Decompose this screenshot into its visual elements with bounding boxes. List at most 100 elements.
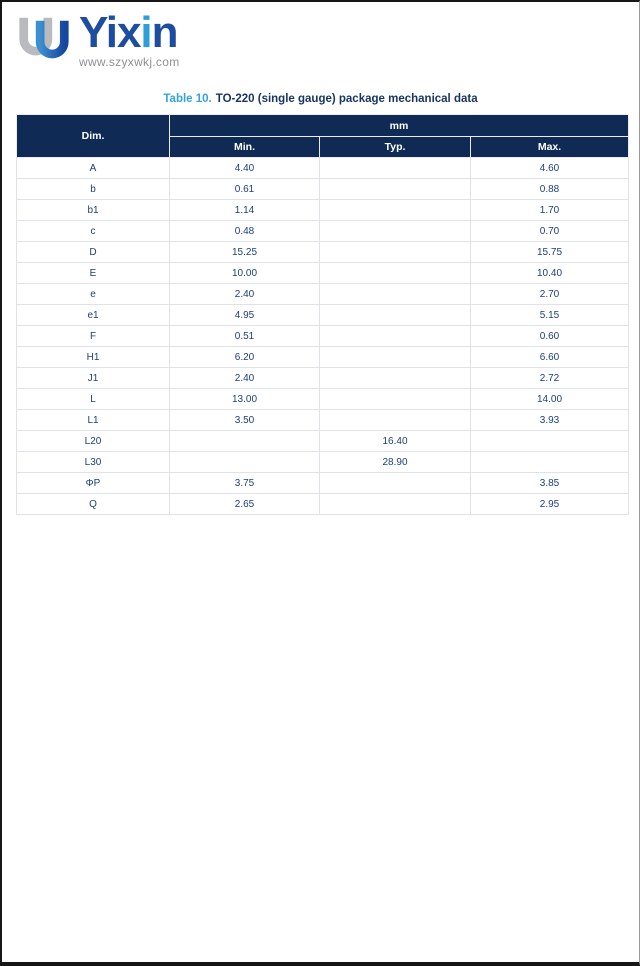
- value-cell: 28.90: [319, 451, 471, 473]
- u-logo-icon: [19, 17, 69, 59]
- table-caption-label: Table 10.: [163, 93, 212, 105]
- table-body: A 4.40 4.60 b 0.61 0.88 b1 1.14 1.70 c 0.48 0.70 D 15…: [16, 157, 629, 515]
- value-cell: 1.70: [470, 199, 629, 221]
- logo-website-url: www.szyxwkj.com: [79, 55, 180, 69]
- dim-cell: L30: [16, 451, 170, 473]
- value-cell: 4.60: [470, 157, 629, 179]
- value-cell: 1.14: [169, 199, 320, 221]
- value-cell: [319, 304, 471, 326]
- value-cell: [319, 493, 471, 515]
- dim-cell: D: [16, 241, 170, 263]
- dim-cell: F: [16, 325, 170, 347]
- dim-cell: ΦP: [16, 472, 170, 494]
- table-row: L1 3.50 3.93: [16, 409, 629, 431]
- value-cell: [319, 283, 471, 305]
- dim-cell: H1: [16, 346, 170, 368]
- value-cell: [319, 241, 471, 263]
- dim-cell: Q: [16, 493, 170, 515]
- value-cell: [319, 346, 471, 368]
- wordmark-part-3: n: [151, 8, 179, 57]
- value-cell: [169, 451, 320, 473]
- table-row: D 15.25 15.75: [16, 241, 629, 263]
- table-row: L30 28.90: [16, 451, 629, 473]
- table-row: b1 1.14 1.70: [16, 199, 629, 221]
- table-row: J1 2.40 2.72: [16, 367, 629, 389]
- value-cell: 10.40: [470, 262, 629, 284]
- value-cell: 2.40: [169, 283, 320, 305]
- table-caption: Table 10. TO-220 (single gauge) package m…: [2, 93, 639, 105]
- value-cell: 5.15: [470, 304, 629, 326]
- company-logo: Yixin www.szyxwkj.com: [16, 10, 180, 70]
- value-cell: 2.70: [470, 283, 629, 305]
- value-cell: 0.48: [169, 220, 320, 242]
- value-cell: 10.00: [169, 262, 320, 284]
- value-cell: 0.61: [169, 178, 320, 200]
- value-cell: 0.51: [169, 325, 320, 347]
- value-cell: 13.00: [169, 388, 320, 410]
- col-header-typ: Typ.: [319, 136, 471, 158]
- logo-text-block: Yixin www.szyxwkj.com: [79, 8, 180, 70]
- dim-cell: A: [16, 157, 170, 179]
- table-row: F 0.51 0.60: [16, 325, 629, 347]
- dim-cell: b1: [16, 199, 170, 221]
- mechanical-data-table: Dim. mm Min. Typ. Max. A 4.40 4.60 b 0.61 0.8…: [16, 114, 629, 515]
- col-header-dim: Dim.: [16, 114, 170, 158]
- value-cell: [169, 430, 320, 452]
- col-header-max: Max.: [470, 136, 629, 158]
- table-row: Q 2.65 2.95: [16, 493, 629, 515]
- dim-cell: b: [16, 178, 170, 200]
- value-cell: [319, 409, 471, 431]
- wordmark-part-2: i: [140, 8, 152, 57]
- value-cell: 0.70: [470, 220, 629, 242]
- value-cell: 14.00: [470, 388, 629, 410]
- table-caption-text: TO-220 (single gauge) package mechanical…: [215, 93, 478, 105]
- value-cell: [319, 220, 471, 242]
- dim-cell: L: [16, 388, 170, 410]
- value-cell: [319, 199, 471, 221]
- value-cell: 2.40: [169, 367, 320, 389]
- table-row: b 0.61 0.88: [16, 178, 629, 200]
- value-cell: [319, 367, 471, 389]
- col-header-min: Min.: [169, 136, 320, 158]
- value-cell: 15.75: [470, 241, 629, 263]
- value-cell: 15.25: [169, 241, 320, 263]
- table-row: e 2.40 2.70: [16, 283, 629, 305]
- table-header: Dim. mm Min. Typ. Max.: [16, 114, 629, 158]
- table-row: c 0.48 0.70: [16, 220, 629, 242]
- dim-cell: J1: [16, 367, 170, 389]
- table-row: L 13.00 14.00: [16, 388, 629, 410]
- value-cell: 3.93: [470, 409, 629, 431]
- value-cell: 0.60: [470, 325, 629, 347]
- value-cell: [319, 178, 471, 200]
- table-row: H1 6.20 6.60: [16, 346, 629, 368]
- table-row: A 4.40 4.60: [16, 157, 629, 179]
- value-cell: [319, 388, 471, 410]
- value-cell: [319, 262, 471, 284]
- table-row: ΦP 3.75 3.85: [16, 472, 629, 494]
- table-row: L20 16.40: [16, 430, 629, 452]
- value-cell: [319, 472, 471, 494]
- table-row: e1 4.95 5.15: [16, 304, 629, 326]
- value-cell: 3.75: [169, 472, 320, 494]
- value-cell: [319, 157, 471, 179]
- table-row: E 10.00 10.40: [16, 262, 629, 284]
- value-cell: 2.72: [470, 367, 629, 389]
- value-cell: 16.40: [319, 430, 471, 452]
- value-cell: 3.50: [169, 409, 320, 431]
- value-cell: 6.20: [169, 346, 320, 368]
- dim-cell: L20: [16, 430, 170, 452]
- value-cell: 2.95: [470, 493, 629, 515]
- dim-cell: c: [16, 220, 170, 242]
- value-cell: [470, 430, 629, 452]
- value-cell: 0.88: [470, 178, 629, 200]
- col-header-mm: mm: [169, 114, 629, 137]
- value-cell: [319, 325, 471, 347]
- value-cell: [470, 451, 629, 473]
- value-cell: 3.85: [470, 472, 629, 494]
- dim-cell: E: [16, 262, 170, 284]
- wordmark-part-1: Yix: [79, 8, 141, 57]
- value-cell: 6.60: [470, 346, 629, 368]
- value-cell: 4.40: [169, 157, 320, 179]
- dim-cell: L1: [16, 409, 170, 431]
